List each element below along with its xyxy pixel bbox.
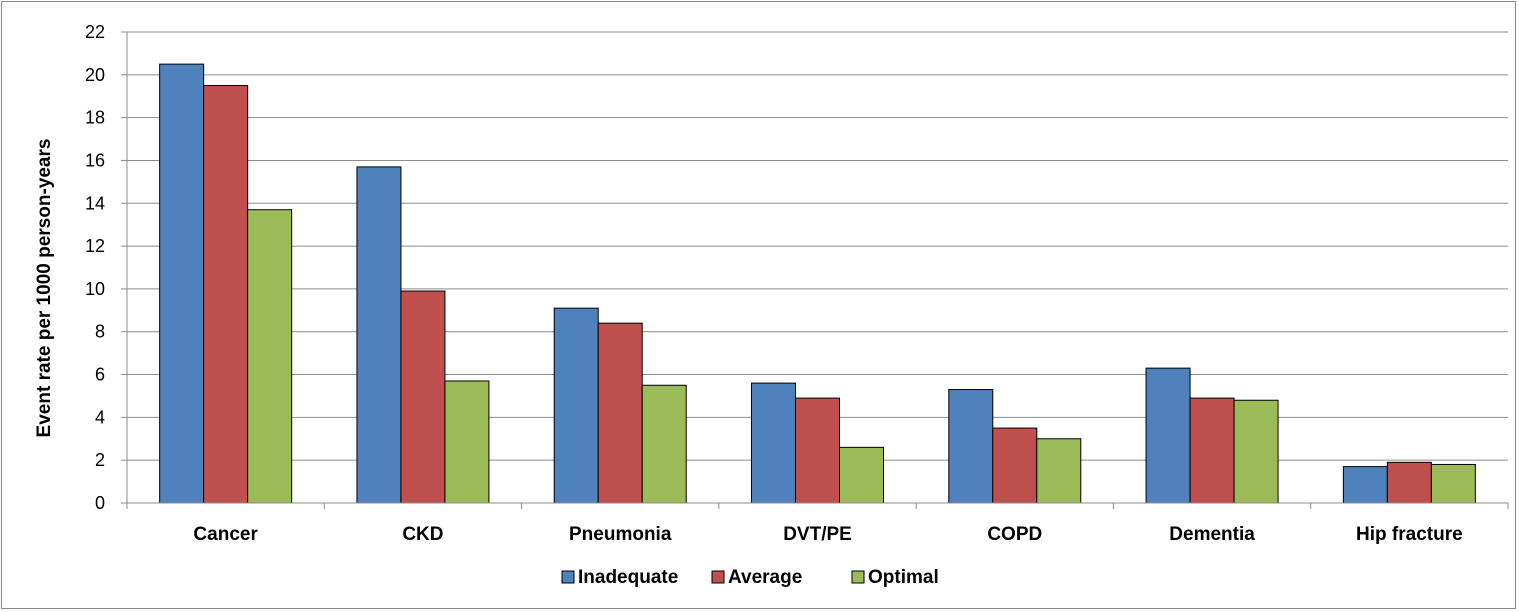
y-tick-label: 16 (85, 150, 105, 170)
y-tick-label: 4 (95, 407, 105, 427)
bar-inadequate-hip-fracture (1342, 466, 1388, 504)
x-axis-labels: Cancer CKD Pneumonia DVT/PE COPD Dementia Hip … (193, 524, 1462, 545)
bar-inadequate-copd (948, 389, 994, 504)
y-tick-label: 10 (85, 279, 105, 299)
bar-optimal-copd (1036, 438, 1082, 504)
legend-label-average: Average (728, 567, 802, 588)
x-tick-label: Hip fracture (1356, 524, 1463, 545)
legend-swatch-optimal (851, 570, 865, 584)
bar-optimal-dvt-pe (839, 446, 884, 504)
legend-label-optimal: Optimal (868, 567, 939, 588)
bar-optimal-cancer (247, 209, 293, 504)
bar-inadequate-ckd (356, 166, 402, 504)
bar-optimal-ckd (444, 380, 490, 504)
y-tick-label: 14 (85, 193, 105, 213)
legend: Inadequate Average Optimal (561, 567, 939, 588)
x-tick-label: COPD (987, 524, 1042, 545)
x-tick-label: DVT/PE (783, 524, 852, 545)
bar-average-hip-fracture (1386, 461, 1432, 504)
bar-inadequate-dvt-pe (751, 382, 796, 504)
axes (126, 32, 1509, 509)
y-tick-label: 20 (85, 65, 105, 85)
y-tick-label: 6 (95, 365, 105, 385)
y-axis-title: Event rate per 1000 person-years (34, 139, 55, 438)
bar-optimal-dementia (1233, 399, 1279, 504)
bar-average-copd (992, 427, 1038, 504)
bar-average-dementia (1189, 397, 1235, 504)
legend-swatch-inadequate (561, 570, 575, 584)
x-tick-label: CKD (402, 524, 443, 545)
legend-label-inadequate: Inadequate (578, 567, 678, 588)
y-tick-label: 12 (85, 236, 105, 256)
bar-inadequate-cancer (159, 63, 205, 504)
x-tick-label: Dementia (1169, 524, 1255, 545)
bars (159, 63, 1476, 504)
bar-average-dvt-pe (795, 397, 840, 504)
y-tick-label: 2 (95, 450, 105, 470)
bar-optimal-pneumonia (641, 384, 687, 504)
bar-average-pneumonia (597, 322, 643, 504)
bar-optimal-hip-fracture (1430, 463, 1476, 504)
x-tick-label: Pneumonia (569, 524, 672, 545)
y-tick-label: 8 (95, 322, 105, 342)
y-tick-label: 18 (85, 108, 105, 128)
bar-average-cancer (203, 85, 249, 504)
x-tick-label: Cancer (193, 524, 258, 545)
y-tick-label: 0 (95, 493, 105, 513)
gridlines (127, 31, 1508, 461)
bar-average-ckd (400, 290, 446, 504)
y-axis-ticks: 0 2 4 6 8 10 12 14 16 18 20 22 (85, 22, 127, 513)
bar-inadequate-dementia (1145, 367, 1191, 504)
bar-inadequate-pneumonia (553, 307, 599, 504)
legend-swatch-average (711, 570, 725, 584)
y-tick-label: 22 (85, 22, 105, 42)
